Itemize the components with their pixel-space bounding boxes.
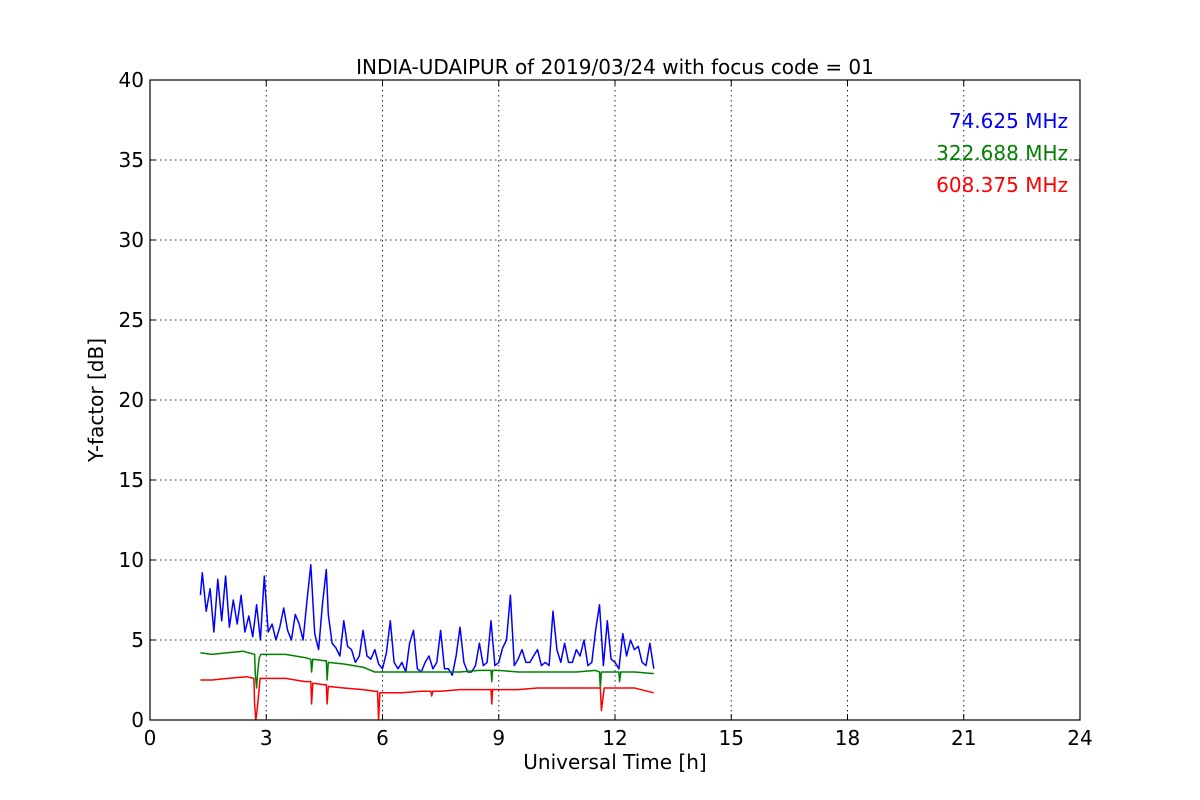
- y-tick-label: 25: [119, 308, 144, 332]
- y-axis-label: Y-factor [dB]: [84, 338, 108, 463]
- legend-entry: 74.625 MHz: [949, 109, 1068, 133]
- series-group: [199, 564, 655, 721]
- y-tick-label: 30: [119, 228, 144, 252]
- x-tick-label: 12: [602, 726, 627, 750]
- legend: 74.625 MHz 322.688 MHz 608.375 MHz: [936, 109, 1068, 197]
- x-tick-label: 3: [260, 726, 273, 750]
- y-tick-label: 40: [119, 68, 144, 92]
- series-line-1: [200, 650, 654, 689]
- y-tick-label: 0: [131, 708, 144, 732]
- y-tick-label: 10: [119, 548, 144, 572]
- x-tick-label: 18: [835, 726, 860, 750]
- y-tick-label: 35: [119, 148, 144, 172]
- x-tick-label: 9: [492, 726, 505, 750]
- legend-entry: 608.375 MHz: [936, 173, 1068, 197]
- axis-ticks: 0 3 6 9 12 15 18 21 24 0 5 10 15 20 25 30 35 40: [119, 68, 1093, 750]
- x-tick-label: 15: [719, 726, 744, 750]
- plot-frame: [149, 79, 1081, 721]
- grid-lines: [149, 79, 1081, 721]
- series-line-0: [199, 564, 655, 676]
- x-tick-label: 6: [376, 726, 389, 750]
- y-tick-label: 5: [131, 628, 144, 652]
- series-line-2: [200, 676, 654, 721]
- x-tick-label: 21: [951, 726, 976, 750]
- y-tick-label: 15: [119, 468, 144, 492]
- x-axis-label: Universal Time [h]: [523, 750, 706, 774]
- x-tick-label: 24: [1067, 726, 1092, 750]
- chart-title: INDIA-UDAIPUR of 2019/03/24 with focus c…: [356, 55, 874, 79]
- legend-entry: 322.688 MHz: [936, 141, 1068, 165]
- x-tick-label: 0: [144, 726, 157, 750]
- y-tick-label: 20: [119, 388, 144, 412]
